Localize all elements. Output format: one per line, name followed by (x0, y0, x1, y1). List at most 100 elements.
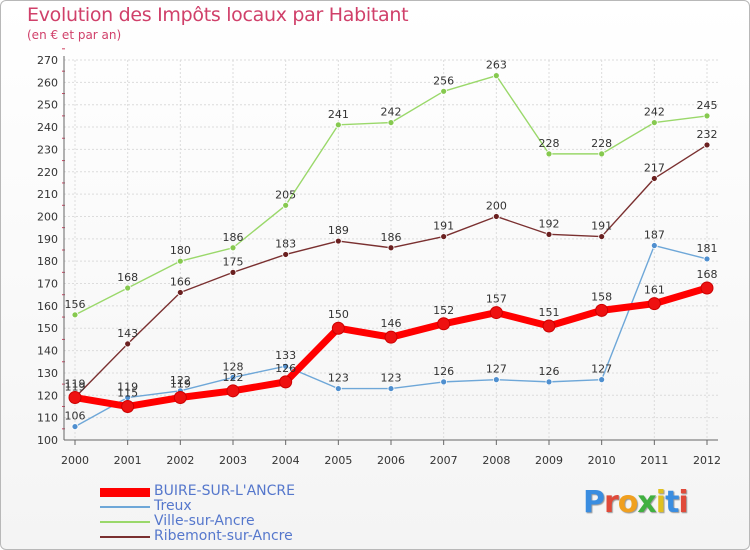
data-label: 146 (381, 317, 402, 330)
data-label: 126 (539, 365, 560, 378)
logo-letter: x (637, 485, 656, 520)
data-point (384, 330, 398, 344)
data-point (703, 141, 711, 149)
y-tick-label: 180 (37, 255, 58, 268)
data-point (334, 385, 342, 392)
data-label: 217 (644, 161, 665, 174)
x-tick-label: 2011 (640, 454, 668, 467)
x-tick-label: 2005 (324, 454, 352, 467)
logo-letter: o (617, 485, 639, 520)
data-label: 228 (591, 137, 612, 150)
data-point (282, 362, 290, 370)
legend-label: Treux (154, 498, 192, 514)
data-label: 157 (486, 293, 507, 306)
data-label: 123 (328, 372, 349, 385)
data-point (650, 242, 658, 249)
x-tick-label: 2007 (430, 454, 458, 467)
data-label: 183 (275, 237, 296, 250)
x-tick-label: 2008 (482, 454, 510, 467)
data-label: 126 (275, 362, 296, 375)
data-point (68, 391, 82, 405)
y-tick-label: 240 (37, 121, 58, 134)
x-tick-label: 2009 (535, 454, 563, 467)
data-label: 126 (433, 365, 454, 378)
data-label: 123 (381, 372, 402, 385)
data-point (173, 391, 187, 405)
data-point (492, 213, 500, 220)
data-label: 150 (328, 308, 349, 321)
data-point (598, 233, 606, 240)
data-point (489, 306, 503, 320)
data-label: 128 (223, 360, 244, 373)
data-label: 168 (117, 271, 138, 284)
data-label: 168 (697, 268, 718, 281)
data-label: 191 (433, 220, 454, 233)
data-point (229, 268, 237, 276)
y-tick-label: 270 (37, 54, 58, 67)
data-point (176, 257, 184, 265)
data-point (703, 112, 711, 120)
data-point (595, 303, 609, 317)
data-label: 186 (223, 231, 244, 244)
data-point (124, 284, 132, 292)
data-point (121, 399, 135, 413)
data-label: 180 (170, 244, 191, 257)
data-point (440, 87, 448, 95)
data-label: 245 (697, 99, 718, 112)
data-label: 263 (486, 59, 507, 72)
data-label: 242 (381, 106, 402, 119)
data-label: 181 (697, 242, 718, 255)
data-label: 127 (486, 363, 507, 376)
data-label: 191 (591, 220, 612, 233)
data-point (176, 289, 184, 296)
data-point (492, 376, 500, 384)
data-point (650, 175, 658, 182)
data-point (387, 244, 395, 252)
data-point (279, 375, 293, 389)
data-point (229, 244, 237, 252)
data-label: 186 (381, 231, 402, 244)
y-tick-label: 120 (37, 389, 58, 402)
data-label: 232 (697, 128, 718, 141)
proxiti-logo: Proxiti (583, 485, 689, 520)
data-label: 166 (170, 275, 191, 288)
y-tick-label: 230 (37, 143, 58, 156)
data-point (334, 121, 342, 129)
data-point (542, 319, 556, 333)
data-point (437, 317, 451, 331)
y-tick-label: 200 (37, 210, 58, 223)
legend-label: Ville-sur-Ancre (154, 513, 255, 529)
data-point (226, 384, 240, 398)
data-label: 119 (65, 378, 86, 391)
data-point (703, 255, 711, 263)
data-label: 156 (65, 298, 86, 311)
x-tick-label: 2000 (61, 454, 89, 467)
data-label: 151 (539, 306, 560, 319)
chart-subtitle: (en € et par an) (27, 28, 122, 42)
data-point (545, 230, 553, 238)
data-point (124, 340, 132, 348)
data-label: 119 (117, 381, 138, 394)
data-point (387, 385, 395, 392)
x-tick-label: 2012 (693, 454, 721, 467)
data-point (650, 119, 658, 126)
data-point (282, 201, 290, 209)
data-label: 187 (644, 229, 665, 242)
legend-label: BUIRE-SUR-L'ANCRE (154, 483, 295, 499)
y-tick-label: 190 (37, 233, 58, 246)
x-tick-label: 2004 (272, 454, 300, 467)
data-label: 189 (328, 224, 349, 237)
data-point (331, 321, 345, 335)
logo-letter: t (665, 485, 679, 520)
y-tick-label: 250 (37, 99, 58, 112)
data-point (334, 237, 342, 245)
data-label: 122 (170, 374, 191, 387)
legend-swatch (100, 488, 150, 497)
y-tick-label: 160 (37, 300, 58, 313)
data-point (492, 72, 500, 80)
x-tick-label: 2002 (166, 454, 194, 467)
data-point (598, 150, 606, 158)
data-label: 256 (433, 74, 454, 87)
